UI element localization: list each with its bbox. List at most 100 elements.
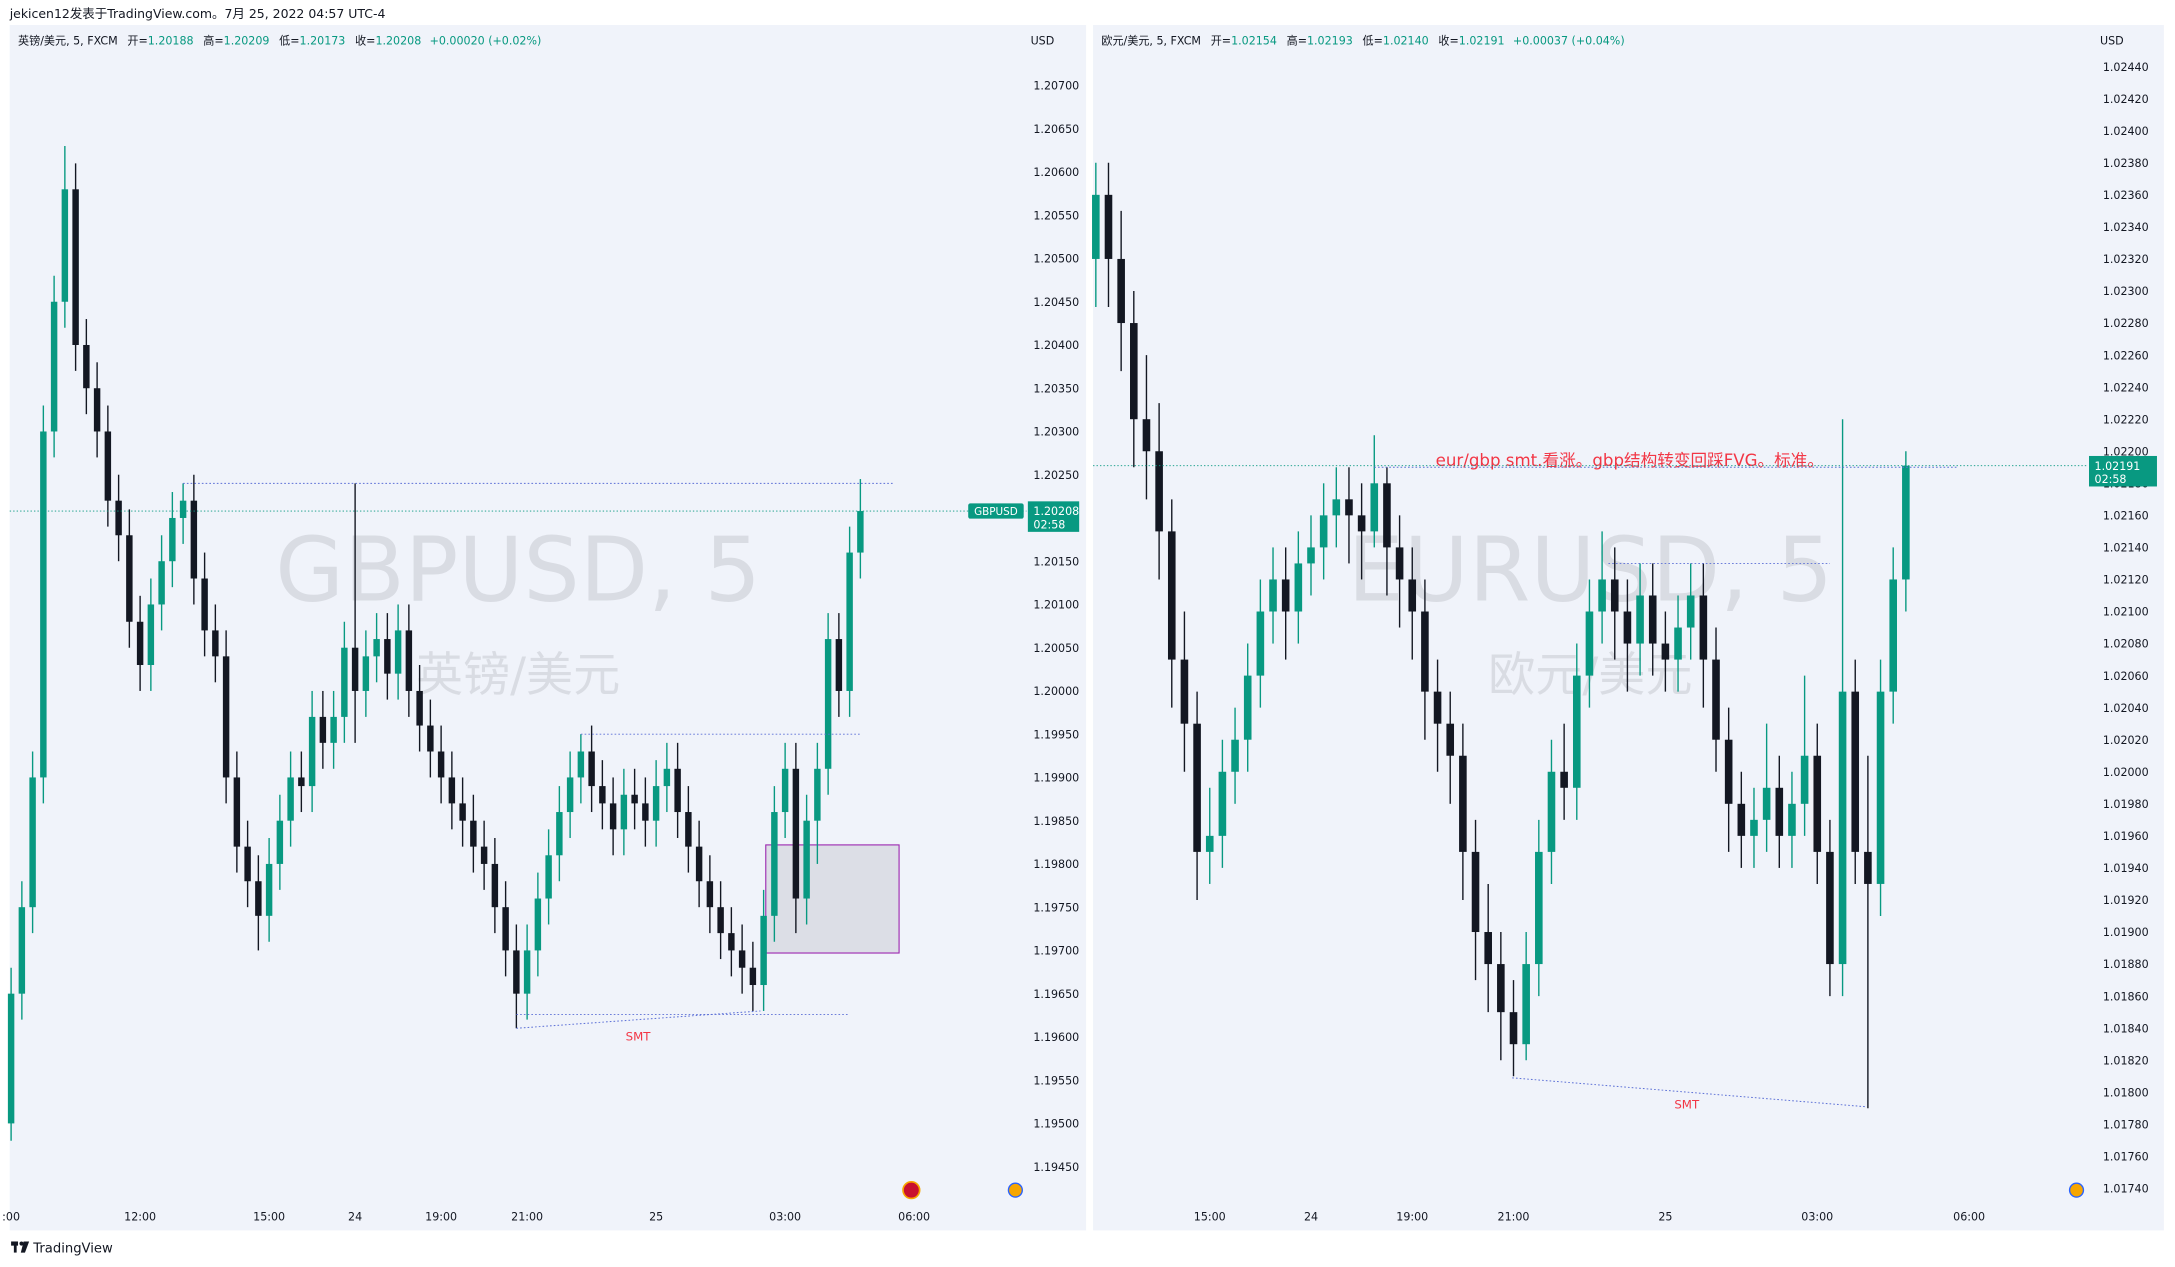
candle-body [1598, 579, 1606, 612]
watermark-subtitle: 英镑/美元 [416, 648, 621, 703]
x-tick-label: 12:00 [124, 1211, 156, 1224]
candle-body [728, 933, 735, 951]
y-tick-label: 1.02260 [2103, 349, 2149, 362]
candle-body [1205, 835, 1214, 852]
candle-body [792, 768, 800, 899]
candle-body [1155, 451, 1163, 532]
y-tick-label: 1.20400 [1033, 339, 1079, 352]
y-tick-label: 1.02240 [2103, 381, 2149, 394]
candle-body [1433, 691, 1442, 724]
y-tick-label: 1.20000 [1033, 685, 1079, 698]
candle-body [771, 812, 778, 916]
candle-body [749, 967, 757, 986]
y-tick-label: 1.20350 [1033, 382, 1079, 395]
candle-body [298, 777, 305, 787]
y-tick-label: 1.19650 [1033, 988, 1079, 1001]
candle-body [93, 388, 101, 432]
candle-body [1889, 579, 1898, 692]
candle-body [1269, 579, 1277, 612]
candle-body [319, 716, 327, 743]
y-tick-label: 1.20700 [1033, 80, 1079, 93]
candle-body [1092, 194, 1100, 259]
candle-body [1838, 691, 1847, 965]
flag-icon [902, 1180, 921, 1200]
candle-body [427, 725, 434, 752]
candle-body [351, 647, 359, 691]
candle-body [1332, 499, 1341, 516]
y-tick-label: 1.02160 [2103, 510, 2149, 523]
legend-value: 1.02193 [1307, 34, 1353, 47]
candle-body [1383, 483, 1391, 548]
candle-body [115, 500, 122, 536]
candle-body [1142, 419, 1151, 452]
candle-body [1648, 595, 1657, 644]
candle-body [803, 820, 810, 899]
legend-change: +0.00020 (+0.02%) [430, 34, 542, 47]
legend-value: 1.02154 [1231, 34, 1277, 47]
candle-body [480, 846, 488, 864]
candle-body [416, 690, 423, 726]
candle-body [760, 915, 767, 986]
y-tick-label: 1.02400 [2103, 125, 2149, 138]
candle-body [201, 578, 208, 631]
candle-body [545, 855, 552, 899]
candle-body [1699, 595, 1708, 660]
candle-body [40, 431, 47, 778]
y-tick-label: 1.01960 [2103, 830, 2149, 843]
candle-body [685, 812, 692, 847]
y-tick-label: 1.19500 [1033, 1118, 1079, 1131]
candle-body [373, 639, 380, 657]
y-tick-label: 1.20550 [1033, 209, 1079, 222]
legend-label: 开= [1211, 34, 1231, 47]
candle-body [663, 768, 671, 787]
candle-body [1193, 723, 1201, 852]
candle-body [1459, 755, 1467, 852]
candle-body [362, 656, 370, 691]
annotation: eur/gbp smt.看涨。gbp结构转变回踩FVG。标准。 [1436, 451, 1824, 470]
legend-change: +0.00037 (+0.04%) [1513, 34, 1625, 47]
y-tick-label: 1.20500 [1033, 253, 1079, 266]
footer: TradingView [32, 1242, 113, 1257]
candle-body [1864, 851, 1872, 884]
candle-body [1535, 851, 1543, 965]
y-tick-label: 1.02420 [2103, 93, 2149, 106]
legend-label: 高= [203, 33, 223, 47]
x-tick-label: 25 [1658, 1211, 1672, 1224]
candle-body [846, 552, 853, 691]
y-tick-label: 1.02060 [2103, 670, 2149, 683]
x-tick-label: 21:00 [511, 1211, 543, 1224]
candle-body [448, 777, 456, 804]
panel-background [9, 24, 1087, 1231]
candle-body [1395, 547, 1404, 580]
candle-body [470, 820, 477, 847]
y-tick-label: 1.02360 [2103, 189, 2149, 202]
candle-body [1345, 499, 1353, 516]
currency-label: USD [1031, 34, 1055, 47]
y-tick-label: 1.02020 [2103, 734, 2149, 747]
candle-body [1104, 194, 1113, 259]
candle-body [1231, 739, 1239, 772]
candle-body [1610, 579, 1619, 612]
candle-body [1117, 258, 1125, 324]
y-tick-label: 1.19850 [1033, 815, 1079, 828]
price-tag [2088, 455, 2157, 487]
y-tick-label: 1.02080 [2103, 638, 2149, 651]
candle-body [599, 786, 606, 804]
candle-body [1813, 755, 1822, 852]
price-tag [1027, 501, 1080, 532]
candle-body [1243, 675, 1252, 740]
candle-body [61, 189, 69, 302]
candle-body [1547, 771, 1556, 852]
symbol-tag [968, 503, 1024, 519]
y-tick-label: 1.19950 [1033, 728, 1079, 741]
candle-body [824, 639, 832, 769]
candle-body [814, 768, 821, 821]
candle-body [244, 846, 251, 882]
candle-body [1724, 739, 1733, 804]
candle-body [566, 777, 574, 813]
y-tick-label: 1.01900 [2103, 926, 2149, 939]
candle-body [18, 907, 26, 994]
y-tick-label: 1.19750 [1033, 901, 1079, 914]
x-tick-label: 06:00 [1953, 1211, 1985, 1224]
